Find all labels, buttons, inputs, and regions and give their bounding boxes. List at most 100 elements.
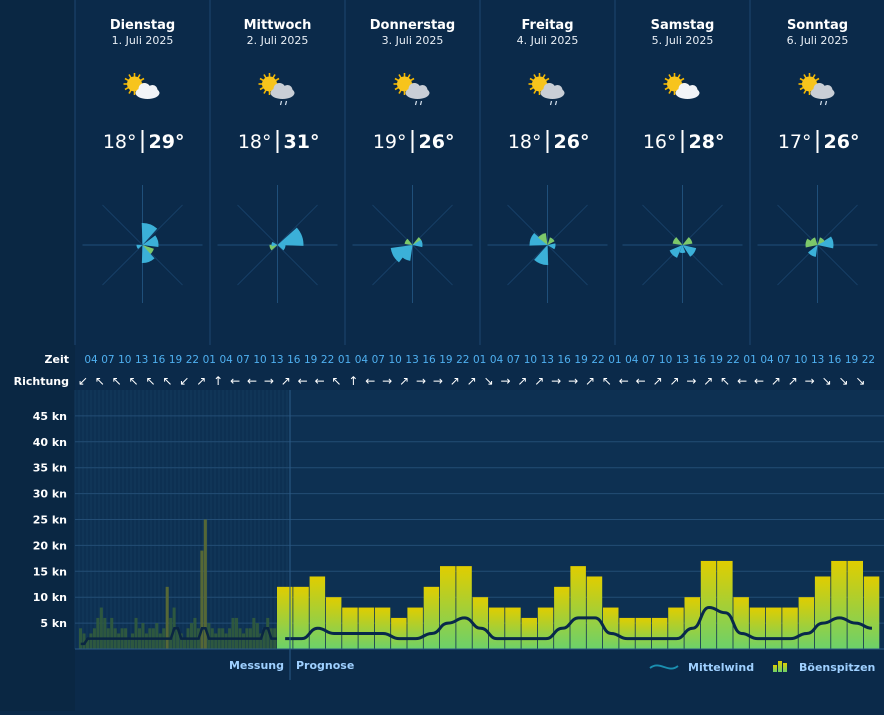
measured-gust-bar <box>96 617 100 649</box>
sun-ray <box>812 74 816 79</box>
measured-gust-bar <box>79 628 83 649</box>
forecast-gust-bar <box>488 607 505 649</box>
hour-tick: 07 <box>101 354 114 366</box>
direction-arrow: ↖ <box>331 374 341 388</box>
hour-tick: 22 <box>591 354 604 366</box>
sun-cloud-drizzle-icon <box>258 73 295 106</box>
sun-ray <box>664 77 669 82</box>
wind-rose <box>82 185 203 303</box>
direction-arrow: ↖ <box>129 374 139 388</box>
direction-arrow: ↘ <box>822 374 832 388</box>
sun-shape <box>798 73 821 95</box>
sun-cloud-icon <box>123 73 160 99</box>
sun-ray <box>542 74 546 79</box>
y-tick-label: 15 kn <box>33 565 67 578</box>
hour-tick: 07 <box>236 354 249 366</box>
sun-ray <box>124 86 129 91</box>
measured-gust-bar <box>235 617 239 649</box>
gust-legend-icon <box>778 661 782 672</box>
rose-petal <box>277 227 304 246</box>
direction-arrow: ↗ <box>653 374 663 388</box>
direction-arrow: ↖ <box>112 374 122 388</box>
legend: Mittelwind Böenspitzen <box>649 661 875 674</box>
forecast-label: Prognose <box>296 659 354 672</box>
hour-tick: 07 <box>777 354 790 366</box>
cloud-shape <box>675 83 700 99</box>
drizzle-drop <box>819 100 823 106</box>
measured-gust-bar <box>117 633 121 649</box>
sun-ray <box>529 77 534 82</box>
direction-arrow: ↑ <box>348 374 358 388</box>
sun-ray <box>394 77 399 82</box>
direction-arrow: ↗ <box>788 374 798 388</box>
cloud-shape <box>405 83 430 99</box>
sun-disc <box>532 76 547 92</box>
direction-arrow: ↗ <box>450 374 460 388</box>
measured-gust-bar <box>241 633 245 649</box>
measured-gust-bar <box>252 617 256 649</box>
hour-tick: 13 <box>676 354 689 366</box>
rose-petal <box>277 244 286 251</box>
hour-tick: 16 <box>152 354 166 366</box>
sun-disc <box>667 76 682 92</box>
measured-gust-bar <box>165 586 169 649</box>
direction-arrow: ↖ <box>162 374 172 388</box>
cloud-part <box>282 85 293 95</box>
cloud-part <box>813 83 826 95</box>
sun-cloud-drizzle-icon <box>393 73 430 106</box>
measured-gust-bar <box>200 550 204 649</box>
drizzle-drop <box>279 100 283 106</box>
direction-arrow: ↗ <box>771 374 781 388</box>
direction-arrow: ← <box>247 374 257 388</box>
rose-petal <box>682 245 697 257</box>
rose-petal <box>817 237 825 245</box>
hour-tick: 19 <box>439 354 452 366</box>
rose-petal <box>269 244 278 251</box>
direction-arrow: ↙ <box>78 374 88 388</box>
direction-arrow: ↖ <box>146 374 156 388</box>
hour-tick: 01 <box>743 354 756 366</box>
rose-petal <box>141 223 158 245</box>
direction-arrow: ↙ <box>179 374 189 388</box>
measured-gust-bar <box>193 617 197 649</box>
sun-ray <box>668 89 672 94</box>
hour-tick: 04 <box>760 354 774 366</box>
measured-gust-bar <box>189 623 193 649</box>
day-name: Freitag <box>521 18 573 33</box>
hour-tick: 16 <box>422 354 436 366</box>
direction-arrow: → <box>500 374 510 388</box>
direction-arrow: → <box>805 374 815 388</box>
direction-arrow: ↗ <box>517 374 527 388</box>
hour-tick: 19 <box>169 354 182 366</box>
sun-ray <box>799 86 804 91</box>
cloud-part <box>417 85 428 95</box>
direction-arrow: ↗ <box>467 374 477 388</box>
forecast-gust-bar <box>603 607 619 649</box>
cloud-shape <box>135 83 160 99</box>
sun-ray <box>803 89 807 94</box>
forecast-gust-bar <box>717 560 733 649</box>
day-date: 3. Juli 2025 <box>382 34 444 47</box>
hour-tick: 13 <box>541 354 554 366</box>
rose-petal <box>805 238 818 248</box>
hour-tick: 19 <box>304 354 317 366</box>
direction-arrow: ← <box>298 374 308 388</box>
y-tick-label: 35 kn <box>33 462 67 475</box>
hour-tick: 01 <box>203 354 216 366</box>
temp-max: 26° <box>419 131 455 153</box>
forecast-gust-bar <box>342 607 358 649</box>
rose-petal <box>142 245 154 256</box>
direction-arrow: ↗ <box>703 374 713 388</box>
sun-ray <box>545 77 550 82</box>
sun-ray <box>398 74 402 79</box>
y-tick-label: 10 kn <box>33 591 67 604</box>
measured-gust-bar <box>266 617 270 649</box>
temp-max: 29° <box>149 131 185 153</box>
rose-petal <box>538 233 548 245</box>
